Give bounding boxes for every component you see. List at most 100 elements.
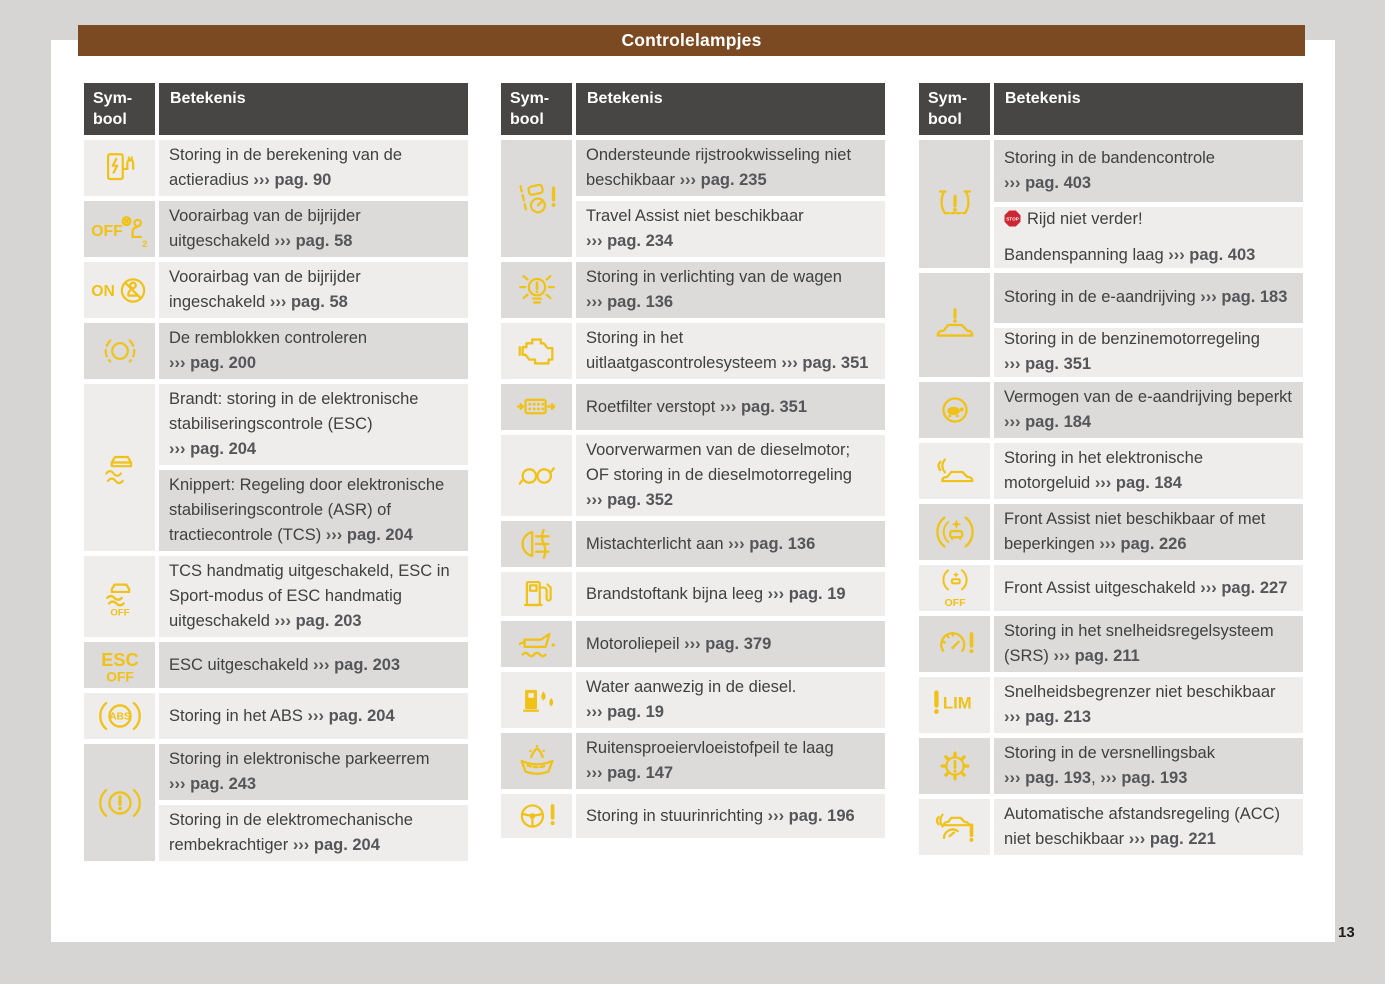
table-header-row: Sym-bool Betekenis xyxy=(84,83,468,135)
table-row: Vermogen van de e-aandrijving beperkt ››… xyxy=(919,382,1303,438)
meaning-cell: Storing in de versnellingsbak ››› pag. 1… xyxy=(994,738,1303,794)
meaning-cell: Vermogen van de e-aandrijving beperkt ››… xyxy=(994,382,1303,438)
table-row: ABS Storing in het ABS ››› pag. 204 xyxy=(84,693,468,739)
svg-text:ABS: ABS xyxy=(109,712,131,723)
table-row: ON Voorairbag van de bijrijder ingeschake… xyxy=(84,262,468,318)
meaning-cell: Knippert: Regeling door elektronische st… xyxy=(159,470,468,551)
table-row: Storing in stuurinrichting ››› pag. 196 xyxy=(501,794,885,838)
oil-can-icon xyxy=(501,621,572,667)
table-row: Front Assist niet beschikbaar of met bep… xyxy=(919,504,1303,560)
table-header-row: Sym-bool Betekenis xyxy=(919,83,1303,135)
check-engine-icon xyxy=(501,323,572,379)
meaning-cell: Mistachterlicht aan ››› pag. 136 xyxy=(576,521,885,567)
table-row: Storing in het elektronische motorgeluid… xyxy=(919,443,1303,499)
column-header-betekenis: Betekenis xyxy=(159,83,468,135)
meaning-text: Bandenspanning laag ››› pag. 403 xyxy=(1004,245,1256,264)
table-header-row: Sym-bool Betekenis xyxy=(501,83,885,135)
meaning-cell: Brandt: storing in de elektronische stab… xyxy=(159,384,468,465)
table-row: OFF 2 Voorairbag van de bijrijder uitgesch… xyxy=(84,201,468,257)
abs-icon: ABS xyxy=(84,693,155,739)
water-in-fuel-icon xyxy=(501,672,572,728)
table-row: Motoroliepeil ››› pag. 379 xyxy=(501,621,885,667)
meaning-text: Front Assist uitgeschakeld ››› pag. 227 xyxy=(1004,578,1288,597)
meaning-cell: Roetfilter verstopt ››› pag. 351 xyxy=(576,384,885,430)
svg-text:ON: ON xyxy=(91,283,115,300)
svg-text:2: 2 xyxy=(142,239,147,249)
meaning-text: Storing in de elektromechanische rembekr… xyxy=(169,811,413,854)
table-row: Storing in elektronische parkeerrem ››› … xyxy=(84,744,468,861)
meaning-text: Ruitensproeiervloeistofpeil te laag ››› … xyxy=(586,739,834,782)
column-header-symbool: Sym-bool xyxy=(919,83,990,135)
front-assist-icon xyxy=(919,504,990,560)
meaning-text: Voorverwarmen van de dieselmotor; OF sto… xyxy=(586,441,852,509)
particulate-filter-icon xyxy=(501,384,572,430)
meaning-cell: Brandstoftank bijna leeg ››› pag. 19 xyxy=(576,572,885,616)
table-row: Automatische afstandsregeling (ACC) niet… xyxy=(919,799,1303,855)
meaning-cell: Storing in het ABS ››› pag. 204 xyxy=(159,693,468,739)
steering-fault-icon xyxy=(501,794,572,838)
table-row: Roetfilter verstopt ››› pag. 351 xyxy=(501,384,885,430)
meaning-cell: ESC uitgeschakeld ››› pag. 203 xyxy=(159,642,468,688)
meaning-cell: Voorairbag van de bijrijder ingeschakeld… xyxy=(159,262,468,318)
svg-text:ESC: ESC xyxy=(101,650,138,670)
meaning-text: Rijd niet verder! xyxy=(1027,209,1143,228)
svg-text:OFF: OFF xyxy=(110,607,129,618)
meaning-text: Voorairbag van de bijrijder ingeschakeld… xyxy=(169,268,361,311)
meaning-text: Water aanwezig in de diesel. ››› pag. 19 xyxy=(586,678,797,721)
table-row: Storing in de berekening van de actierad… xyxy=(84,140,468,196)
warning-lights-table: Sym-bool Betekenis Ondersteunde rijstrookw… xyxy=(501,83,885,838)
e-drive-fault-icon xyxy=(919,273,990,377)
meaning-text: Ondersteunde rijstrookwisseling niet bes… xyxy=(586,146,852,189)
column-header-betekenis: Betekenis xyxy=(576,83,885,135)
airbag-on-icon: ON xyxy=(84,262,155,318)
svg-text:LIM: LIM xyxy=(942,693,971,712)
power-limited-icon xyxy=(919,382,990,438)
stop-icon: STOP xyxy=(1004,210,1021,227)
svg-text:STOP: STOP xyxy=(1006,216,1019,221)
esc-off-icon: OFF xyxy=(84,556,155,637)
meaning-text: Automatische afstandsregeling (ACC) niet… xyxy=(1004,805,1281,848)
meaning-text: Mistachterlicht aan ››› pag. 136 xyxy=(586,534,816,553)
meaning-text: Storing in het uitlaatgascontrolesysteem… xyxy=(586,329,869,372)
meaning-text: Storing in de versnellingsbak ››› pag. 1… xyxy=(1004,744,1215,787)
meaning-cell: Travel Assist niet beschikbaar ››› pag. … xyxy=(576,201,885,257)
meaning-cell: Storing in de benzinemotorregeling ››› p… xyxy=(994,327,1303,377)
meaning-text: Snelheidsbegrenzer niet beschikbaar ››› … xyxy=(1004,683,1276,726)
table-row: Water aanwezig in de diesel. ››› pag. 19 xyxy=(501,672,885,728)
meaning-cell: Storing in het elektronische motorgeluid… xyxy=(994,443,1303,499)
table-row: OFF Front Assist uitgeschakeld ››› pag. 2… xyxy=(919,565,1303,611)
table-row: OFF TCS handmatig uitgeschakeld, ESC in S… xyxy=(84,556,468,637)
table-row: Ondersteunde rijstrookwisseling niet bes… xyxy=(501,140,885,257)
svg-text:OFF: OFF xyxy=(91,223,123,240)
meaning-cell: Storing in de berekening van de actierad… xyxy=(159,140,468,196)
meaning-text: Knippert: Regeling door elektronische st… xyxy=(169,476,445,544)
table-row: Storing in het snelheidsregelsysteem (SR… xyxy=(919,616,1303,672)
meaning-text: TCS handmatig uitgeschakeld, ESC in Spor… xyxy=(169,562,450,630)
cruise-control-fault-icon xyxy=(919,616,990,672)
meaning-text: Brandt: storing in de elektronische stab… xyxy=(169,390,419,458)
front-assist-off-icon: OFF xyxy=(919,565,990,611)
table-row: Ruitensproeiervloeistofpeil te laag ››› … xyxy=(501,733,885,789)
meaning-cell: STOP Rijd niet verder! Bandenspanning laag… xyxy=(994,206,1303,268)
meaning-text: Storing in de bandencontrole ››› pag. 40… xyxy=(1004,148,1215,192)
meaning-text: Vermogen van de e-aandrijving beperkt ››… xyxy=(1004,388,1293,431)
table-row: Storing in de bandencontrole ››› pag. 40… xyxy=(919,140,1303,268)
warning-lights-table: Sym-bool Betekenis Storing in de berekenin… xyxy=(84,83,468,861)
column-header-betekenis: Betekenis xyxy=(994,83,1303,135)
meaning-text: Storing in de berekening van de actierad… xyxy=(169,146,402,189)
brake-warning-icon xyxy=(84,744,155,861)
acc-icon xyxy=(919,799,990,855)
page-number: 13 xyxy=(1338,924,1355,941)
meaning-cell: Ondersteunde rijstrookwisseling niet bes… xyxy=(576,140,885,196)
meaning-text: Motoroliepeil ››› pag. 379 xyxy=(586,634,772,653)
meaning-text: Travel Assist niet beschikbaar ››› pag. … xyxy=(586,207,804,250)
meaning-cell: Storing in de bandencontrole ››› pag. 40… xyxy=(994,140,1303,202)
meaning-text: Brandstoftank bijna leeg ››› pag. 19 xyxy=(586,584,846,603)
meaning-cell: Storing in het uitlaatgascontrolesysteem… xyxy=(576,323,885,379)
rear-fog-light-icon xyxy=(501,521,572,567)
ev-range-icon xyxy=(84,140,155,196)
table-row: Brandstoftank bijna leeg ››› pag. 19 xyxy=(501,572,885,616)
airbag-off-icon: OFF 2 xyxy=(84,201,155,257)
meaning-text: Voorairbag van de bijrijder uitgeschakel… xyxy=(169,207,361,250)
